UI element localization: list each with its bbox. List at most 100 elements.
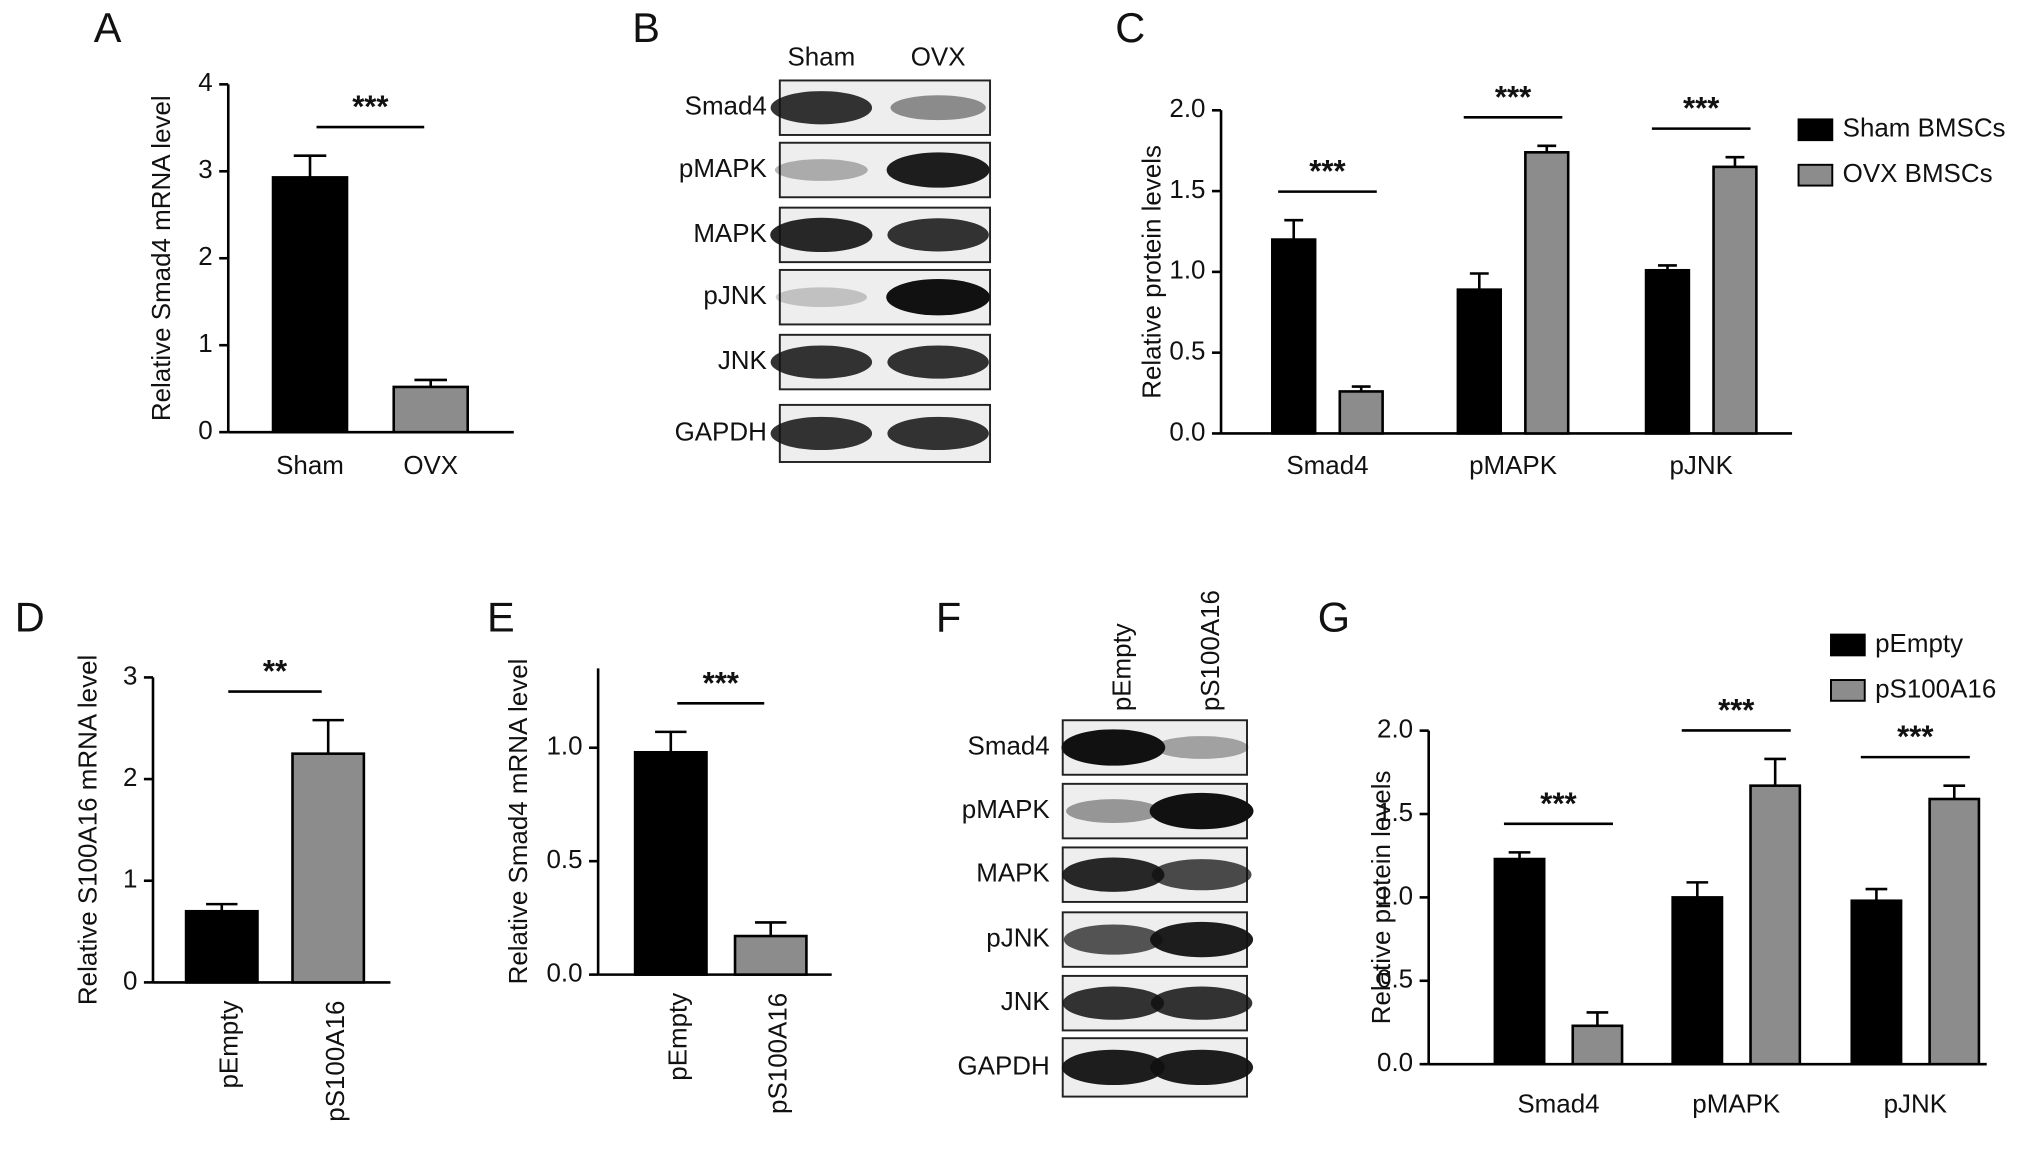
bar: [1456, 288, 1503, 435]
blot-row-label: Smad4: [685, 93, 767, 121]
error-bar: [1943, 784, 1966, 800]
blot-band: [890, 95, 986, 121]
x-tick-label: pJNK: [1884, 1091, 1948, 1119]
error-bar: [1469, 272, 1489, 290]
error-bar: [414, 378, 447, 387]
blot-row-label: pMAPK: [679, 155, 768, 183]
bar: [1571, 1024, 1624, 1066]
bar: [184, 909, 259, 984]
panel-label: A: [94, 4, 122, 51]
panel-label: D: [15, 593, 45, 640]
blot-band: [1154, 736, 1249, 759]
panel-label: B: [632, 4, 660, 51]
significance-label: ***: [1683, 91, 1720, 126]
blot-band: [1150, 921, 1254, 958]
y-axis-label: Relative S100A16 mRNA level: [74, 655, 102, 1005]
blot-band: [1150, 1049, 1254, 1086]
error-bar: [1284, 218, 1304, 240]
y-tick-label: 2: [198, 243, 212, 271]
y-axis-label: Relative Smad4 mRNA level: [505, 659, 533, 985]
blot-band: [887, 345, 989, 379]
significance-label: ***: [1540, 786, 1577, 821]
significance-label: ***: [703, 665, 740, 700]
legend-label: Sham BMSCs: [1843, 115, 2006, 143]
x-tick-label: Smad4: [1286, 452, 1368, 480]
blot-column-label: pEmpty: [1109, 623, 1137, 711]
error-bar: [755, 921, 787, 937]
error-bar: [655, 730, 687, 753]
legend-swatch: [1797, 163, 1834, 187]
blot-band: [770, 416, 873, 451]
error-bar: [1508, 851, 1531, 860]
y-tick-label: 1.5: [1377, 799, 1413, 827]
y-tick-label: 1: [198, 330, 212, 358]
blot-band: [1061, 729, 1166, 766]
blot-row-label: GAPDH: [957, 1052, 1049, 1080]
blot-column-label: OVX: [911, 43, 966, 71]
y-tick-label: 1.0: [546, 733, 582, 761]
bar: [1271, 238, 1317, 435]
y-tick-label: 0.5: [1169, 338, 1205, 366]
x-tick-label: pEmpty: [216, 1001, 244, 1089]
y-tick-label: 1.5: [1169, 176, 1205, 204]
blot-row-label: GAPDH: [675, 418, 767, 446]
blot-band: [770, 91, 873, 125]
y-tick-label: 1.0: [1169, 257, 1205, 285]
significance-label: ***: [1309, 154, 1346, 189]
error-bar: [1537, 144, 1557, 153]
blot-band: [887, 218, 989, 252]
blot-band: [775, 287, 868, 308]
x-tick-label: OVX: [403, 452, 458, 480]
blot-row-label: Smad4: [968, 732, 1050, 760]
error-bar: [1686, 881, 1709, 898]
y-tick-label: 2.0: [1169, 95, 1205, 123]
bar: [1644, 268, 1691, 435]
blot-band: [770, 217, 873, 253]
legend-label: OVX BMSCs: [1843, 160, 1993, 188]
y-tick-label: 0.5: [546, 846, 582, 874]
bar: [291, 752, 366, 984]
significance-label: ***: [1495, 79, 1532, 114]
blot-band: [1063, 924, 1163, 955]
bar: [1493, 857, 1546, 1066]
blot-band: [1149, 792, 1254, 830]
blot-band: [770, 345, 873, 379]
y-axis-label: Relative protein levels: [1368, 771, 1396, 1025]
y-tick-label: 2.0: [1377, 715, 1413, 743]
error-bar: [1764, 757, 1787, 786]
error-bar: [1725, 155, 1745, 167]
blot-row-label: MAPK: [693, 220, 767, 248]
y-tick-label: 0.0: [1377, 1049, 1413, 1077]
bar: [633, 750, 708, 976]
blot-row-label: pJNK: [703, 282, 767, 310]
error-bar: [312, 718, 344, 754]
bar: [1524, 151, 1570, 435]
x-tick-label: pS100A16: [322, 1001, 350, 1122]
legend-label: pEmpty: [1875, 630, 1963, 658]
significance-label: ***: [1897, 719, 1934, 754]
x-tick-label: pMAPK: [1469, 452, 1558, 480]
blot-band: [1061, 1049, 1165, 1086]
bar: [1749, 784, 1802, 1066]
error-bar: [1658, 264, 1677, 271]
bar: [392, 385, 469, 434]
blot-band: [774, 159, 868, 181]
y-tick-label: 4: [198, 69, 212, 97]
legend-swatch: [1797, 118, 1834, 142]
y-tick-label: 0: [198, 417, 212, 445]
x-tick-label: pEmpty: [665, 993, 693, 1081]
x-tick-label: Sham: [276, 452, 344, 480]
x-tick-label: pMAPK: [1692, 1091, 1781, 1119]
blot-row-label: pMAPK: [962, 796, 1051, 824]
blot-column-label: Sham: [787, 43, 855, 71]
blot-row-label: JNK: [1001, 988, 1051, 1016]
bar: [1671, 896, 1724, 1066]
y-tick-label: 0: [123, 967, 137, 995]
x-tick-label: pJNK: [1669, 452, 1733, 480]
y-axis-label: Relative Smad4 mRNA level: [148, 95, 176, 421]
y-tick-label: 0.5: [1377, 966, 1413, 994]
blot-band: [886, 279, 991, 316]
x-tick-label: Smad4: [1517, 1091, 1599, 1119]
y-tick-label: 0.0: [546, 959, 582, 987]
